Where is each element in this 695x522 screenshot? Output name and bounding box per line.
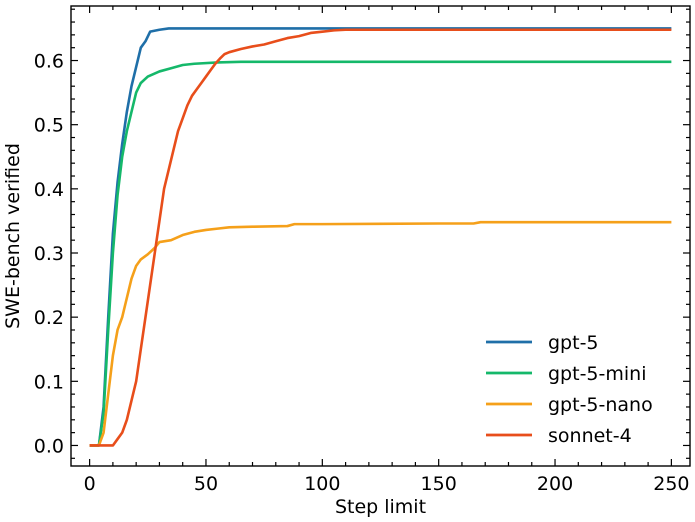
series-line-gpt-5-mini — [89, 60, 672, 447]
y-tick-label: 0.3 — [34, 243, 64, 265]
y-tick-label: 0.1 — [34, 371, 64, 393]
x-axis-label: Step limit — [335, 496, 426, 518]
y-tick-label: 0.0 — [34, 435, 64, 457]
series-line-gpt-5-nano — [89, 220, 672, 447]
legend-label-sonnet-4: sonnet-4 — [548, 425, 632, 447]
y-tick-label: 0.5 — [34, 115, 64, 137]
plot-frame — [70, 5, 691, 467]
x-tick-label: 50 — [194, 473, 218, 495]
y-tick-label: 0.6 — [34, 51, 64, 73]
y-tick-label: 0.2 — [34, 307, 64, 329]
legend-label-gpt-5-mini: gpt-5-mini — [548, 363, 646, 385]
legend: gpt-5 gpt-5-mini gpt-5-nano sonnet-4 — [486, 332, 653, 447]
legend-label-gpt-5: gpt-5 — [548, 332, 599, 354]
series-lines — [89, 27, 672, 447]
x-tick-label: 250 — [653, 473, 689, 495]
x-tick-label: 200 — [537, 473, 573, 495]
x-tick-label: 100 — [304, 473, 340, 495]
y-tick-label: 0.4 — [34, 179, 64, 201]
x-tick-label: 150 — [421, 473, 457, 495]
y-axis-label: SWE-bench verified — [2, 143, 24, 329]
series-line-sonnet-4 — [89, 28, 672, 447]
x-tick-label: 0 — [84, 473, 96, 495]
tick-labels: 0 50 100 150 200 250 0.0 0.1 0.2 0.3 0.4 0.5 0.6 — [34, 51, 690, 495]
legend-label-gpt-5-nano: gpt-5-nano — [548, 394, 653, 416]
